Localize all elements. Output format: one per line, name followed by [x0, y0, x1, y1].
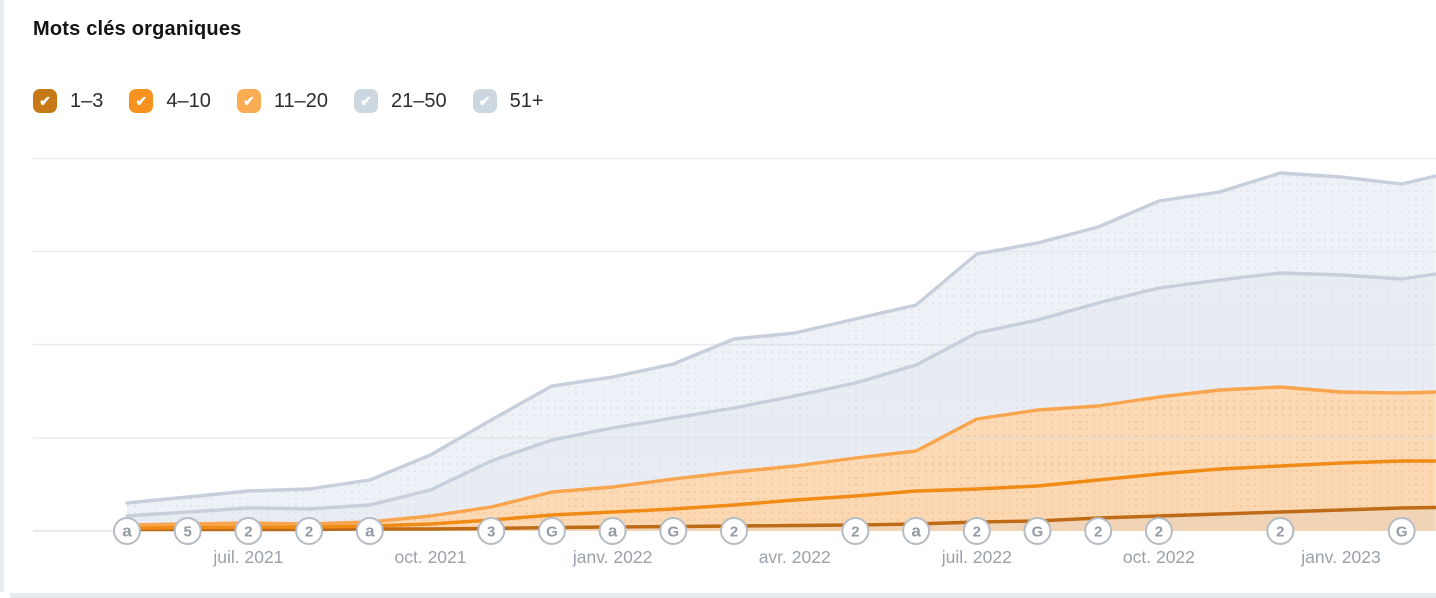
checkbox-4-10[interactable]: ✔ — [129, 89, 154, 113]
checkbox-51plus[interactable]: ✔ — [472, 89, 497, 113]
marker-glyph: a — [911, 522, 921, 541]
marker-glyph: 2 — [1155, 524, 1163, 541]
marker-glyph: a — [608, 522, 618, 541]
checkbox-1-3[interactable]: ✔ — [33, 89, 57, 113]
series-lines — [125, 171, 1436, 532]
checkbox-11-20[interactable]: ✔ — [236, 89, 261, 113]
line-11–20 — [125, 385, 1436, 527]
marker-glyph: 5 — [184, 524, 192, 541]
timeline-marker-2[interactable]: 2 — [841, 517, 870, 545]
legend-label-1-3: 1–3 — [70, 89, 104, 112]
marker-glyph: 2 — [730, 524, 738, 541]
position-range-filters: ✔ 1–3 ✔ 4–10 ✔ 11–20 ✔ 21–50 ✔ 51+ — [33, 89, 544, 113]
line-51+ — [125, 171, 1436, 505]
timeline-marker-3[interactable]: 3 — [477, 517, 506, 545]
left-panel-edge — [0, 0, 4, 592]
marker-glyph: a — [122, 522, 132, 541]
timeline-marker-2[interactable]: 2 — [234, 517, 263, 545]
x-axis-label: avr. 2022 — [759, 547, 831, 567]
timeline-marker-G[interactable]: G — [1023, 517, 1052, 545]
legend-item-4-10[interactable]: ✔ 4–10 — [129, 89, 211, 113]
legend-label-11-20: 11–20 — [273, 89, 329, 112]
marker-glyph: 2 — [851, 524, 859, 541]
line-21–50 — [125, 271, 1436, 518]
timeline-marker-2[interactable]: 2 — [1084, 517, 1113, 545]
line-1–3 — [125, 505, 1436, 532]
timeline-marker-2[interactable]: 2 — [1144, 517, 1173, 545]
x-axis-label: janv. 2022 — [572, 547, 652, 567]
check-icon: ✔ — [243, 93, 255, 109]
timeline-marker-G[interactable]: G — [659, 517, 688, 545]
timeline-marker-G[interactable]: G — [537, 517, 566, 545]
x-axis-label: oct. 2021 — [395, 547, 467, 567]
marker-glyph: G — [1396, 524, 1408, 541]
legend-label-4-10: 4–10 — [166, 89, 211, 112]
legend-item-51plus[interactable]: ✔ 51+ — [472, 89, 544, 113]
x-axis-label: juil. 2021 — [212, 547, 283, 567]
legend-label-21-50: 21–50 — [391, 89, 447, 112]
marker-glyph: 2 — [305, 524, 313, 541]
timeline-marker-2[interactable]: 2 — [962, 517, 991, 545]
x-axis-label: juil. 2022 — [941, 547, 1012, 567]
marker-glyph: 2 — [1276, 524, 1284, 541]
marker-glyph: a — [365, 522, 375, 541]
legend-item-11-20[interactable]: ✔ 11–20 — [236, 89, 329, 113]
marker-glyph: G — [1032, 524, 1044, 541]
timeline-marker-a[interactable]: a — [902, 517, 931, 545]
timeline-marker-2[interactable]: 2 — [1266, 517, 1295, 545]
legend-label-51plus: 51+ — [509, 89, 544, 112]
x-axis-label: oct. 2022 — [1123, 547, 1195, 567]
x-axis-label: janv. 2023 — [1300, 547, 1380, 567]
timeline-marker-a[interactable]: a — [598, 517, 627, 545]
marker-glyph: 2 — [973, 524, 981, 541]
chart-bands — [127, 173, 1436, 531]
timeline-marker-2[interactable]: 2 — [720, 517, 748, 545]
next-section-divider — [10, 593, 1436, 598]
checkbox-21-50[interactable]: ✔ — [354, 89, 379, 113]
timeline-marker-a[interactable]: a — [113, 517, 141, 545]
marker-glyph: G — [667, 524, 679, 541]
legend-item-21-50[interactable]: ✔ 21–50 — [354, 89, 447, 113]
line-4–10 — [125, 459, 1436, 530]
gridlines — [33, 157, 1436, 532]
marker-glyph: 2 — [1094, 524, 1102, 541]
check-icon: ✔ — [135, 93, 148, 109]
marker-glyph: 2 — [244, 524, 252, 541]
marker-glyph: 3 — [487, 524, 495, 541]
x-axis-labels: juil. 2021 oct. 2021 janv. 2022 avr. 2022 ju… — [212, 547, 1380, 567]
timeline-marker-a[interactable]: a — [355, 517, 384, 545]
timeline-marker-5[interactable]: 5 — [173, 517, 202, 545]
card-title: Mots clés organiques — [33, 18, 242, 40]
timeline-marker-2[interactable]: 2 — [295, 517, 324, 545]
check-icon: ✔ — [39, 93, 51, 109]
marker-glyph: G — [546, 524, 558, 541]
legend-item-1-3[interactable]: ✔ 1–3 — [33, 89, 103, 113]
timeline-marker-G[interactable]: G — [1387, 517, 1416, 545]
check-icon: ✔ — [478, 93, 491, 109]
check-icon: ✔ — [360, 93, 372, 109]
